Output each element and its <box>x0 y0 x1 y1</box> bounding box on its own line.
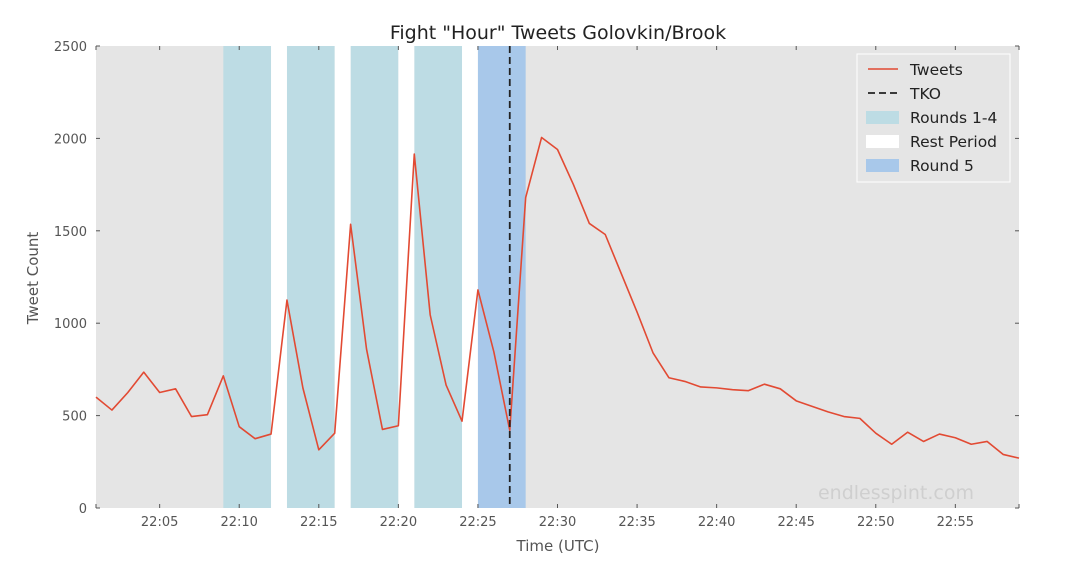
watermark: endlesspint.com <box>818 482 974 504</box>
legend-tweets-label: Tweets <box>909 61 963 79</box>
span-1-0 <box>271 46 287 508</box>
legend-tko-label: TKO <box>909 85 941 103</box>
x-tick-label-7: 22:40 <box>698 515 735 530</box>
x-tick-label-2: 22:15 <box>300 515 337 530</box>
y-tick-label-5: 2500 <box>54 40 87 55</box>
legend-rest-period-label: Rest Period <box>910 133 997 151</box>
span-1-3 <box>462 46 478 508</box>
legend-round-5-swatch <box>866 159 899 172</box>
x-tick-label-5: 22:30 <box>539 515 576 530</box>
y-tick-label-2: 1000 <box>54 317 87 332</box>
y-tick-label-4: 2000 <box>54 132 87 147</box>
x-axis-label: Time (UTC) <box>516 537 600 555</box>
x-tick-label-3: 22:20 <box>380 515 417 530</box>
y-tick-label-1: 500 <box>62 410 87 425</box>
span-1-1 <box>334 46 351 508</box>
y-tick-label-3: 1500 <box>54 225 87 240</box>
legend: Tweets TKO Rounds 1-4 Rest Period Round 5 <box>856 53 1011 183</box>
chart-title: Fight "Hour" Tweets Golovkin/Brook <box>390 22 726 44</box>
x-tick-label-6: 22:35 <box>618 515 655 530</box>
span-0-0 <box>223 46 272 508</box>
x-tick-label-9: 22:50 <box>857 515 894 530</box>
x-tick-label-10: 22:55 <box>937 515 974 530</box>
span-0-3 <box>414 46 463 508</box>
x-tick-label-8: 22:45 <box>777 515 814 530</box>
x-tick-label-4: 22:25 <box>459 515 496 530</box>
span-0-1 <box>286 46 335 508</box>
legend-rounds-1-4-swatch <box>866 111 899 124</box>
y-axis-label: Tweet Count <box>24 232 42 326</box>
x-tick-label-1: 22:10 <box>220 515 257 530</box>
x-tick-label-0: 22:05 <box>141 515 178 530</box>
span-2-0 <box>477 46 526 508</box>
series-line-0 <box>95 136 1020 459</box>
legend-rounds-1-4-label: Rounds 1-4 <box>910 109 997 127</box>
y-tick-label-0: 0 <box>79 502 87 517</box>
legend-rest-period-swatch <box>866 135 899 148</box>
span-0-2 <box>350 46 399 508</box>
legend-round-5-label: Round 5 <box>910 157 974 175</box>
